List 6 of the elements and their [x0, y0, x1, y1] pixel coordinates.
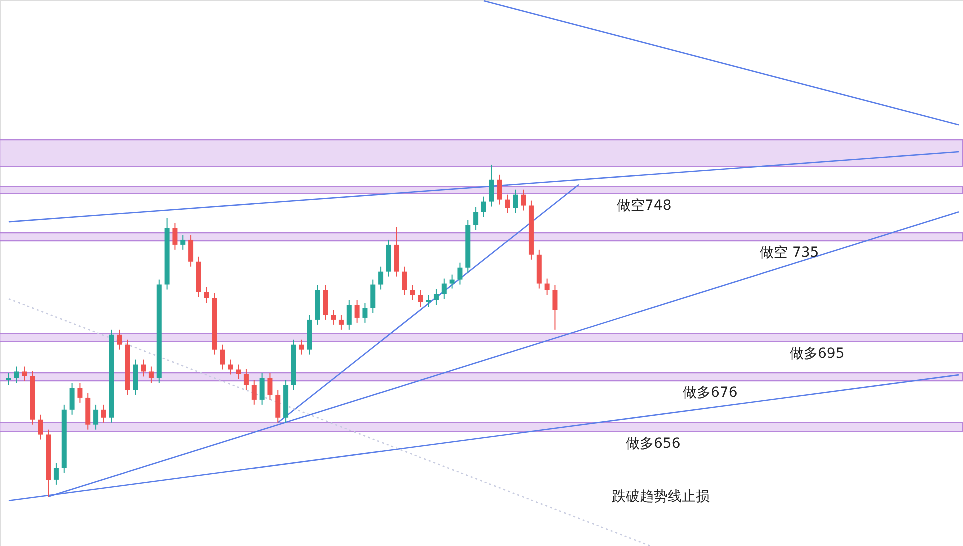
annotation: 跌破趋势线止损: [612, 489, 710, 505]
annotation: 做多676: [683, 385, 738, 402]
annotation: 做多695: [790, 346, 845, 362]
annotation: 做多656: [626, 436, 681, 452]
annotation: 做空748: [617, 198, 672, 214]
annotation: 做空 735: [760, 244, 820, 261]
